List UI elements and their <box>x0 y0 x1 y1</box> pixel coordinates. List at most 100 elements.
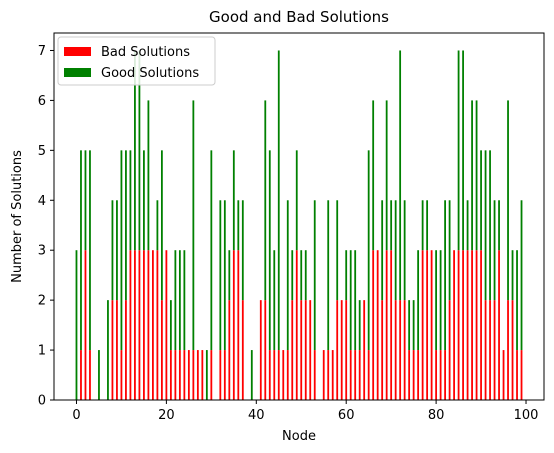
bar-good-node-78 <box>426 200 429 251</box>
bar-good-node-16 <box>147 100 150 251</box>
bar-bad-node-35 <box>232 250 235 400</box>
bar-good-node-5 <box>98 350 100 400</box>
bar-good-node-96 <box>507 100 509 301</box>
x-tick-label: 60 <box>338 408 355 423</box>
bar-bad-node-99 <box>520 350 523 400</box>
bar-good-node-98 <box>516 250 518 351</box>
bar-bad-node-20 <box>165 250 168 400</box>
bar-bad-node-41 <box>259 300 262 400</box>
bar-good-node-37 <box>241 200 244 301</box>
bar-bad-node-16 <box>147 250 150 400</box>
bar-good-node-87 <box>466 200 469 251</box>
bar-good-node-33 <box>223 200 226 351</box>
legend-swatch-good <box>64 68 91 77</box>
y-tick-label: 4 <box>38 194 46 209</box>
bar-good-node-71 <box>394 200 397 301</box>
bar-good-node-14 <box>138 50 141 251</box>
bar-bad-node-18 <box>156 250 159 400</box>
bar-good-node-73 <box>403 200 406 301</box>
bar-bad-node-55 <box>322 350 325 400</box>
bar-good-node-97 <box>511 250 514 301</box>
bar-good-node-1 <box>80 150 82 351</box>
bar-bad-node-98 <box>516 350 518 400</box>
bar-good-node-49 <box>295 150 298 251</box>
bar-good-node-63 <box>358 300 361 351</box>
y-tick-label: 2 <box>38 294 46 309</box>
y-axis-title: Number of Solutions <box>10 150 25 283</box>
bar-bad-node-74 <box>408 350 411 400</box>
bar-good-node-69 <box>385 100 388 251</box>
bar-bad-node-1 <box>80 350 82 400</box>
x-axis-title: Node <box>282 429 316 444</box>
bar-bad-node-88 <box>471 250 473 400</box>
bar-bad-node-78 <box>426 250 429 400</box>
bar-bad-node-46 <box>282 350 285 400</box>
bar-good-node-24 <box>183 250 186 351</box>
bar-bad-node-30 <box>210 350 213 400</box>
legend-box <box>57 36 216 86</box>
bar-bad-node-50 <box>300 300 303 400</box>
bar-good-node-93 <box>493 200 496 301</box>
bar-bad-node-86 <box>462 250 464 400</box>
bar-good-node-56 <box>327 200 330 351</box>
bar-good-node-23 <box>178 250 181 351</box>
legend-swatch-bad <box>64 47 91 56</box>
legend-label-good: Good Solutions <box>101 66 199 81</box>
bar-good-node-35 <box>232 150 235 251</box>
bar-bad-node-14 <box>138 250 141 400</box>
bar-bad-node-70 <box>390 250 393 400</box>
bar-bad-node-87 <box>466 250 469 400</box>
bar-bad-node-43 <box>268 350 271 400</box>
bar-good-node-34 <box>228 250 231 301</box>
bar-good-node-26 <box>192 100 195 351</box>
bar-bad-node-44 <box>273 350 276 400</box>
bar-good-node-47 <box>286 200 289 351</box>
bar-bad-node-95 <box>502 350 505 400</box>
bar-bad-node-19 <box>160 300 163 400</box>
bar-bad-node-42 <box>264 300 267 400</box>
bar-good-node-36 <box>237 200 240 251</box>
bar-bad-node-59 <box>340 300 343 400</box>
bar-bad-node-24 <box>183 350 186 400</box>
bar-bad-node-91 <box>484 300 487 400</box>
bar-bad-node-56 <box>327 350 330 400</box>
bar-bad-node-69 <box>385 250 388 400</box>
bar-good-node-92 <box>489 150 491 301</box>
bar-bad-node-34 <box>228 300 231 400</box>
bar-bad-node-60 <box>345 300 348 400</box>
bar-bad-node-80 <box>435 350 438 400</box>
bar-bad-node-65 <box>367 350 370 400</box>
bar-good-node-22 <box>174 250 177 351</box>
bar-good-node-66 <box>372 100 375 251</box>
bar-bad-node-81 <box>439 350 442 400</box>
x-tick-label: 40 <box>248 408 265 423</box>
bar-good-node-62 <box>354 250 357 351</box>
bar-good-node-0 <box>75 250 78 400</box>
bar-bad-node-45 <box>277 350 280 400</box>
bar-good-node-39 <box>250 350 253 400</box>
bar-good-node-94 <box>498 200 500 251</box>
bar-bad-node-63 <box>358 350 361 400</box>
bar-bad-node-11 <box>125 300 127 400</box>
y-tick-label: 0 <box>38 394 46 409</box>
bar-bad-node-61 <box>349 350 352 400</box>
bar-bad-node-97 <box>511 300 514 400</box>
bar-bad-node-94 <box>498 250 500 400</box>
x-tick-label: 0 <box>72 408 80 423</box>
bar-bad-node-79 <box>430 250 433 400</box>
bar-good-node-58 <box>336 200 339 301</box>
bar-bad-node-90 <box>480 250 482 400</box>
bar-bad-node-84 <box>453 250 455 400</box>
x-tick-label: 20 <box>158 408 175 423</box>
bar-bad-node-85 <box>457 250 460 400</box>
bar-good-node-42 <box>264 100 267 301</box>
bar-good-node-99 <box>520 200 523 351</box>
bar-bad-node-64 <box>363 300 366 400</box>
bar-good-node-44 <box>273 250 276 351</box>
bar-bad-node-82 <box>444 350 446 400</box>
bar-good-node-2 <box>84 150 87 251</box>
bar-bad-node-83 <box>448 300 451 400</box>
bar-good-node-30 <box>210 150 213 351</box>
bar-good-node-89 <box>475 100 478 251</box>
